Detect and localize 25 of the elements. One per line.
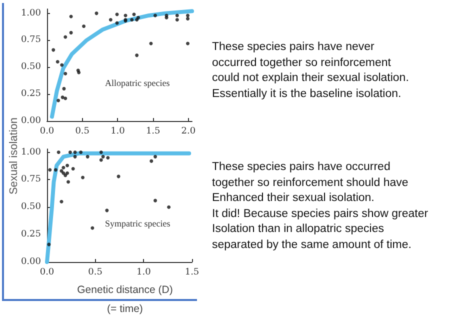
x-tick-label: 2.0 [181, 126, 196, 136]
y-tick-label: 0.50 [20, 202, 42, 212]
x-tick-label: 1.0 [110, 126, 126, 136]
text: These species pairs have never occurred together so reinforcement could not explain their sexual isolation. Essentially it is the baseline isolation. [212, 40, 409, 102]
x-axis-title: Genetic distance (D) (= time) [76, 283, 174, 317]
x-tick-label: 1.5 [146, 126, 161, 136]
annotation: Allopatric species [105, 78, 170, 88]
y-tick-label: 1.00 [20, 147, 42, 158]
annotation: Sympatric species [105, 218, 171, 229]
x-tick-label: 0.0 [40, 126, 54, 136]
y-tick-label: 0.75 [20, 35, 42, 46]
x-tick-label: 1.5 [184, 268, 200, 278]
x-tick-label: 0.5 [88, 268, 103, 278]
text: These species pairs have occurred together so reinforcement should have Enhanced their sexual isolation. It did! Because species pairs show greater Isolation than in allopatric species separated by the same amount of time. [212, 160, 428, 252]
y-tick-label: 0.75 [20, 174, 42, 185]
x-tick-label: 0.5 [75, 126, 90, 136]
y-tick-label: 1.00 [20, 8, 42, 18]
y-tick-label: 0.50 [20, 62, 42, 72]
y-tick-label: 0.00 [20, 116, 42, 126]
y-tick-label: 0.00 [20, 257, 42, 267]
x-tick-label: 0.0 [40, 268, 54, 278]
x-tick-label: 1.0 [136, 268, 152, 278]
y-tick-label: 0.25 [20, 89, 42, 100]
y-tick-label: 0.25 [20, 230, 42, 240]
y-axis-title: Sexual isolation [8, 116, 20, 197]
